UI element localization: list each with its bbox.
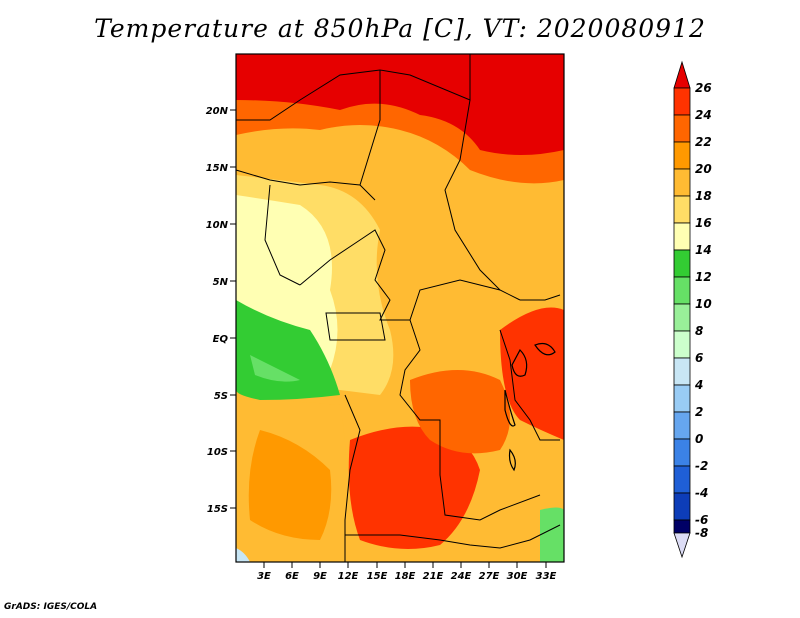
lat-label-5s: 5S	[214, 391, 228, 402]
lon-label-33e: 33E	[536, 571, 557, 582]
temperature-field	[236, 54, 564, 562]
lon-label-27e: 27E	[479, 571, 500, 582]
colorbar-label: 22	[695, 135, 712, 149]
colorbar-swatch	[673, 114, 691, 143]
colorbar-swatch	[673, 330, 691, 359]
lat-label-5n: 5N	[213, 277, 229, 288]
map-frame	[235, 53, 565, 563]
lon-label-18e: 18E	[395, 571, 416, 582]
colorbar-swatch	[673, 222, 691, 251]
lon-label-24e: 24E	[451, 571, 472, 582]
colorbar-swatch	[673, 357, 691, 386]
colorbar-swatch	[673, 384, 691, 413]
colorbar-swatch	[673, 249, 691, 278]
colorbar-label: 2	[695, 405, 703, 419]
colorbar-label: 8	[695, 324, 703, 338]
colorbar-swatch	[673, 87, 691, 116]
colorbar	[673, 60, 691, 559]
colorbar-swatch	[673, 492, 691, 521]
colorbar-label: 12	[695, 270, 712, 284]
colorbar-swatch	[673, 195, 691, 224]
colorbar-label: 18	[695, 189, 712, 203]
colorbar-label: 14	[695, 243, 712, 257]
lat-ticks	[230, 109, 236, 509]
lat-label-10n: 10N	[206, 220, 229, 231]
colorbar-top-arrow	[673, 60, 691, 89]
colorbar-label: 20	[695, 162, 712, 176]
lat-labels: 20N 15N 10N 5N EQ 5S 10S 15S	[206, 106, 229, 515]
lon-label-12e: 12E	[338, 571, 359, 582]
colorbar-label: -4	[695, 486, 708, 500]
country-borders	[235, 54, 561, 562]
colorbar-label: 24	[695, 108, 712, 122]
lon-ticks	[263, 562, 547, 568]
colorbar-label: -2	[695, 459, 708, 473]
colorbar-swatch	[673, 276, 691, 305]
colorbar-label: 16	[695, 216, 712, 230]
lon-label-9e: 9E	[313, 571, 327, 582]
lon-label-21e: 21E	[423, 571, 444, 582]
grads-credit: GrADS: IGES/COLA	[4, 602, 98, 612]
lat-label-10s: 10S	[207, 447, 228, 458]
colorbar-labels: 26 24 22 20 18 16 14 12 10 8 6 4 2 0 -2 …	[694, 81, 712, 540]
colorbar-swatch	[673, 519, 691, 534]
lon-label-6e: 6E	[285, 571, 299, 582]
lon-label-3e: 3E	[257, 571, 271, 582]
colorbar-bottom-arrow	[673, 532, 691, 559]
colorbar-swatch	[673, 168, 691, 197]
colorbar-label: -8	[695, 526, 708, 540]
lat-label-eq: EQ	[213, 334, 229, 345]
lakes	[504, 342, 556, 472]
colorbar-swatch	[673, 411, 691, 440]
lat-label-15n: 15N	[206, 163, 229, 174]
colorbar-label: 26	[695, 81, 712, 95]
colorbar-label: 4	[694, 378, 703, 392]
map-title: Temperature at 850hPa [C], VT: 202008091…	[94, 14, 706, 43]
lon-labels: 3E 6E 9E 12E 15E 18E 21E 24E 27E 30E 33E	[257, 571, 556, 582]
colorbar-label: -6	[695, 513, 708, 527]
colorbar-swatch	[673, 438, 691, 467]
lat-label-15s: 15S	[207, 504, 228, 515]
colorbar-swatch	[673, 303, 691, 332]
lon-label-15e: 15E	[367, 571, 388, 582]
colorbar-swatch	[673, 465, 691, 494]
colorbar-label: 6	[695, 351, 703, 365]
lon-label-30e: 30E	[507, 571, 528, 582]
colorbar-swatch	[673, 141, 691, 170]
colorbar-label: 10	[695, 297, 712, 311]
lat-label-20n: 20N	[206, 106, 229, 117]
colorbar-label: 0	[695, 432, 703, 446]
